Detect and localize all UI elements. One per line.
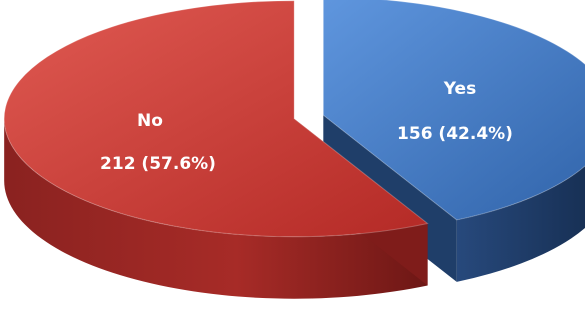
slice-label-yes: Yes bbox=[443, 79, 476, 99]
slice-value-yes: 156 (42.4%) bbox=[397, 124, 513, 144]
slice-no-wall bbox=[4, 118, 428, 299]
slice-yes-wall bbox=[456, 165, 585, 282]
slice-yes bbox=[322, 0, 585, 221]
slice-value-no: 212 (57.6%) bbox=[100, 154, 216, 174]
slice-no bbox=[3, 0, 429, 238]
slice-label-no: No bbox=[137, 111, 163, 131]
